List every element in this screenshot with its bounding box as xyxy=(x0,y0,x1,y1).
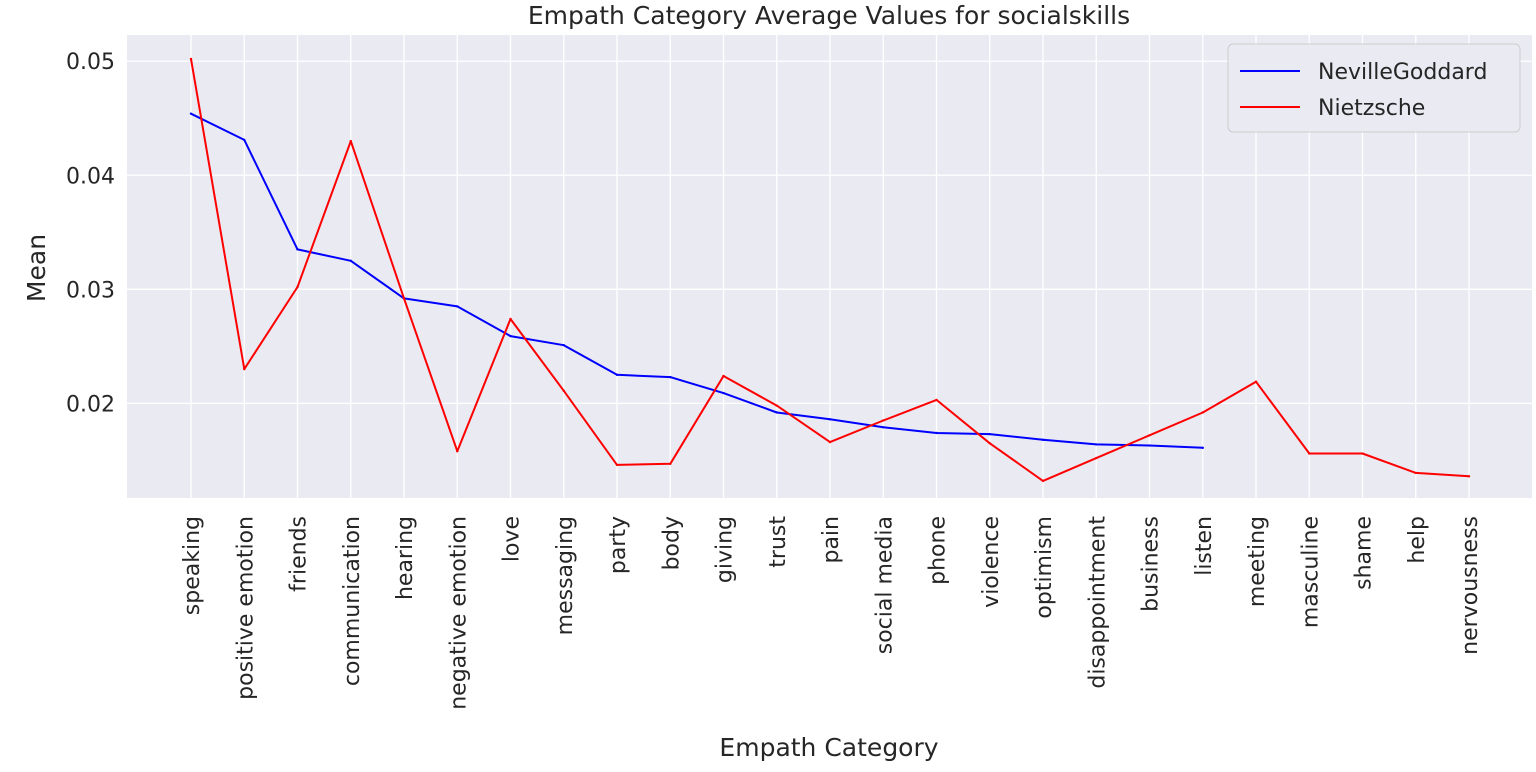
data-point-nietzsche-help xyxy=(1414,471,1417,475)
data-point-nevillegoddard-social-media xyxy=(882,426,885,429)
x-tick-label-hearing: hearing xyxy=(393,516,418,600)
series-layer xyxy=(189,57,1471,483)
grid-lines xyxy=(127,35,1532,498)
data-point-nevillegoddard-speaking xyxy=(189,112,193,115)
y-axis-label: Mean xyxy=(22,234,51,302)
y-axis-ticks: 0.02 0.03 0.04 0.05 xyxy=(66,50,115,417)
x-tick-label-giving: giving xyxy=(713,516,738,583)
data-point-nietzsche-communication xyxy=(349,139,352,143)
legend-label-neville-goddard: NevilleGoddard xyxy=(1318,60,1487,85)
data-point-nevillegoddard-messaging xyxy=(562,343,565,347)
data-point-nevillegoddard-trust xyxy=(775,411,778,414)
data-point-nietzsche-hearing xyxy=(402,297,406,300)
data-point-nietzsche-body xyxy=(669,462,672,465)
x-tick-label-friends: friends xyxy=(287,516,312,592)
data-point-nietzsche-business xyxy=(1148,434,1151,437)
data-point-nietzsche-disappointment xyxy=(1095,456,1098,460)
data-point-nevillegoddard-pain xyxy=(828,418,832,421)
x-tick-label-masculine: masculine xyxy=(1298,516,1323,628)
y-tick-label-0-04: 0.04 xyxy=(66,164,115,189)
data-point-nevillegoddard-friends xyxy=(296,248,299,251)
data-point-nietzsche-speaking xyxy=(189,57,193,61)
chart-title: Empath Category Average Values for socia… xyxy=(528,1,1130,30)
x-tick-label-positive-emotion: positive emotion xyxy=(233,516,258,700)
x-tick-label-pain: pain xyxy=(819,516,844,564)
x-tick-label-business: business xyxy=(1139,516,1164,612)
x-tick-label-shame: shame xyxy=(1352,516,1377,590)
data-point-nietzsche-violence xyxy=(988,442,991,445)
x-tick-label-help: help xyxy=(1405,516,1430,564)
x-axis-ticks: speaking positive emotion friends communica… xyxy=(180,516,1483,710)
data-point-nietzsche-nervousness xyxy=(1467,475,1471,478)
data-point-nietzsche-negative-emotion xyxy=(456,450,459,453)
x-tick-label-body: body xyxy=(659,516,684,570)
data-point-nevillegoddard-violence xyxy=(988,432,991,436)
data-point-nevillegoddard-optimism xyxy=(1041,438,1045,442)
data-point-nietzsche-pain xyxy=(828,440,832,444)
data-point-nietzsche-love xyxy=(509,317,512,321)
series-line-nevillegoddard xyxy=(190,112,1203,449)
x-tick-label-nervousness: nervousness xyxy=(1458,516,1483,655)
x-tick-label-messaging: messaging xyxy=(553,516,578,635)
x-tick-label-speaking: speaking xyxy=(180,516,205,615)
data-point-nevillegoddard-business xyxy=(1148,444,1151,447)
x-axis-label: Empath Category xyxy=(719,733,938,762)
data-point-nevillegoddard-giving xyxy=(722,391,725,395)
y-tick-label-0-05: 0.05 xyxy=(66,50,115,75)
data-point-nietzsche-messaging xyxy=(562,389,565,393)
data-point-nevillegoddard-party xyxy=(615,373,619,377)
x-tick-label-negative-emotion: negative emotion xyxy=(446,516,471,710)
x-tick-label-trust: trust xyxy=(766,516,791,568)
data-point-nevillegoddard-disappointment xyxy=(1095,443,1098,446)
data-point-nietzsche-social-media xyxy=(882,419,885,422)
data-point-nevillegoddard-communication xyxy=(349,259,352,262)
data-point-nevillegoddard-phone xyxy=(935,431,938,435)
data-point-nevillegoddard-love xyxy=(509,334,512,338)
x-tick-label-communication: communication xyxy=(340,516,365,686)
data-point-nietzsche-party xyxy=(615,463,619,467)
x-tick-label-disappointment: disappointment xyxy=(1085,516,1110,689)
data-point-nietzsche-phone xyxy=(935,398,938,402)
x-tick-label-love: love xyxy=(500,516,525,562)
data-point-nevillegoddard-body xyxy=(669,375,672,379)
data-point-nietzsche-friends xyxy=(296,285,299,289)
x-tick-label-listen: listen xyxy=(1192,516,1217,576)
y-tick-label-0-03: 0.03 xyxy=(66,278,115,303)
data-point-nietzsche-positive-emotion xyxy=(243,367,246,371)
data-point-nietzsche-shame xyxy=(1361,452,1364,455)
x-tick-label-phone: phone xyxy=(926,516,951,585)
x-tick-label-violence: violence xyxy=(979,516,1004,608)
legend: NevilleGoddard Nietzsche xyxy=(1227,43,1521,133)
x-tick-label-meeting: meeting xyxy=(1245,516,1270,607)
data-point-nevillegoddard-positive-emotion xyxy=(243,138,246,142)
data-point-nietzsche-optimism xyxy=(1041,479,1045,483)
data-point-nevillegoddard-negative-emotion xyxy=(456,305,459,308)
x-tick-label-party: party xyxy=(606,516,631,574)
legend-box xyxy=(1227,43,1521,133)
data-point-nevillegoddard-listen xyxy=(1201,446,1204,450)
x-tick-label-optimism: optimism xyxy=(1032,516,1057,619)
data-point-nietzsche-giving xyxy=(722,374,725,378)
x-tick-label-social-media: social media xyxy=(872,516,897,654)
data-point-nietzsche-listen xyxy=(1201,411,1204,414)
legend-label-nietzsche: Nietzsche xyxy=(1318,96,1425,121)
data-point-nietzsche-trust xyxy=(775,404,778,407)
data-point-nietzsche-meeting xyxy=(1254,380,1258,383)
data-point-nietzsche-masculine xyxy=(1308,452,1311,455)
y-tick-label-0-02: 0.02 xyxy=(66,392,115,417)
